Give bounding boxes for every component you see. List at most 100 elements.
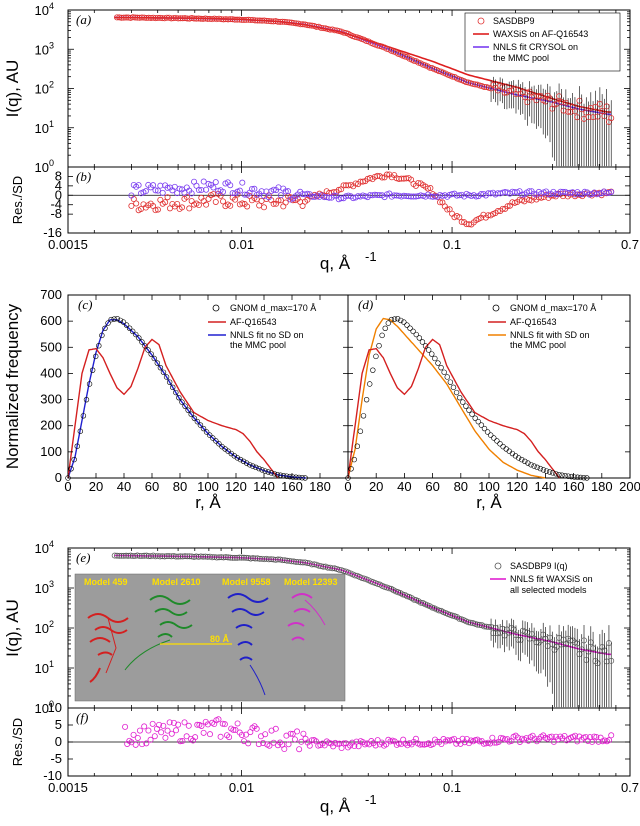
c-gnom-point <box>216 441 222 447</box>
c-ytick-label: 700 <box>40 287 62 302</box>
b-residual-waxsis <box>270 200 277 207</box>
e-data-point <box>123 552 129 559</box>
f-residual-point <box>287 730 294 737</box>
c-legend-label-af: AF-Q16543 <box>230 317 277 327</box>
d-gnom-point <box>401 319 407 325</box>
e-data-point <box>583 656 590 663</box>
f-residual-point <box>166 719 173 726</box>
e-data-point <box>191 553 198 560</box>
f-residual-point <box>444 737 451 744</box>
tick-base: 10 <box>35 82 49 97</box>
a-data-point <box>295 20 302 27</box>
d-xtick-label: 40 <box>397 479 411 494</box>
a-data-point <box>585 114 592 121</box>
e-data-point <box>195 553 202 560</box>
a-data-point <box>467 80 474 87</box>
f-residual-point <box>461 739 468 746</box>
d-gnom-point <box>438 364 444 371</box>
a-data-point <box>252 17 259 24</box>
e-data-point <box>510 626 517 633</box>
f-residual-point <box>160 722 167 729</box>
e-data-point <box>216 554 222 561</box>
e-data-point <box>279 557 286 564</box>
e-data-point <box>542 635 549 642</box>
f-panel-label: (f) <box>76 710 88 725</box>
e-data-point <box>601 647 608 654</box>
d-gnom-point <box>584 475 590 481</box>
e-data-point <box>594 660 601 667</box>
d-xtick-label: 80 <box>454 479 468 494</box>
f-residual-point <box>294 728 301 735</box>
b-residual-nnls <box>383 191 390 198</box>
a-data-point <box>261 17 268 24</box>
a-data-point <box>181 15 188 22</box>
c-ytick-label: 0 <box>55 470 62 485</box>
c-gnom-point <box>299 475 305 481</box>
d-xtick-label: 0 <box>344 479 351 494</box>
e-data-point <box>587 639 594 646</box>
e-data-point <box>499 625 506 632</box>
e-data-point <box>327 564 334 571</box>
a-data-point <box>202 15 209 22</box>
c-gnom-point <box>111 316 117 322</box>
d-gnom-point <box>540 467 547 473</box>
c-gnom-point <box>114 315 120 322</box>
d-xtick-label: 200 <box>619 479 640 494</box>
c-ytick-label: 500 <box>40 339 62 354</box>
inset-model-label: Model 9558 <box>222 577 271 587</box>
f-residual-point <box>238 731 245 738</box>
b-residual-waxsis <box>504 203 511 210</box>
e-data-point <box>547 634 553 641</box>
c-gnom-point <box>160 369 167 375</box>
a-data-point <box>592 103 599 110</box>
a-data-point <box>472 81 479 88</box>
b-xtick-label: 0.1 <box>443 237 461 252</box>
f-residual-point <box>368 738 375 745</box>
f-residual-point <box>132 741 139 748</box>
d-gnom-point <box>469 411 475 417</box>
a-data-point <box>299 21 306 28</box>
a-ytick-label: 103 <box>35 40 54 57</box>
f-residual-point <box>141 723 148 730</box>
d-xlabel: r, Å <box>476 493 502 512</box>
d-gnom-point <box>503 446 509 452</box>
e-data-point <box>558 641 565 648</box>
f-residual-point <box>243 731 250 738</box>
c-gnom-point <box>154 360 161 366</box>
a-legend-label-nnls: NNLS fit CRYSOL on <box>493 42 578 52</box>
e-data-point <box>501 632 508 639</box>
f-residual-point <box>608 732 615 739</box>
e-data-point <box>256 555 263 562</box>
b-xlabel: q, Å <box>320 254 351 273</box>
f-residual-point <box>164 727 171 734</box>
e-data-point <box>288 558 295 565</box>
c-gnom-point <box>170 384 176 391</box>
d-gnom-point <box>410 328 416 335</box>
f-xtick-label: 0.01 <box>229 780 254 795</box>
f-residual-point <box>260 739 267 746</box>
d-xtick-label: 100 <box>478 479 500 494</box>
a-data-point <box>279 18 286 25</box>
c-gnom-point <box>277 472 284 478</box>
d-gnom-point <box>348 466 354 472</box>
f-residual-point <box>366 741 373 748</box>
b-residual-nnls <box>154 187 161 194</box>
d-gnom-point <box>553 471 559 477</box>
d-gnom-point <box>382 325 388 332</box>
d-gnom-point <box>388 316 395 323</box>
a-data-point <box>204 15 211 22</box>
a-data-point <box>186 15 193 22</box>
a-data-point <box>250 16 257 23</box>
e-data-point <box>603 658 610 665</box>
b-residual-nnls <box>248 186 255 193</box>
c-gnom-point <box>102 325 108 332</box>
b-residual-waxsis <box>227 202 234 209</box>
e-data-point <box>154 552 161 559</box>
f-residual-point <box>480 740 487 747</box>
d-gnom-point <box>447 379 454 385</box>
a-data-point <box>574 114 581 121</box>
c-gnom-point <box>123 322 130 328</box>
f-residual-point <box>536 735 543 742</box>
b-residual-nnls <box>608 188 615 195</box>
e-data-point <box>578 646 585 653</box>
